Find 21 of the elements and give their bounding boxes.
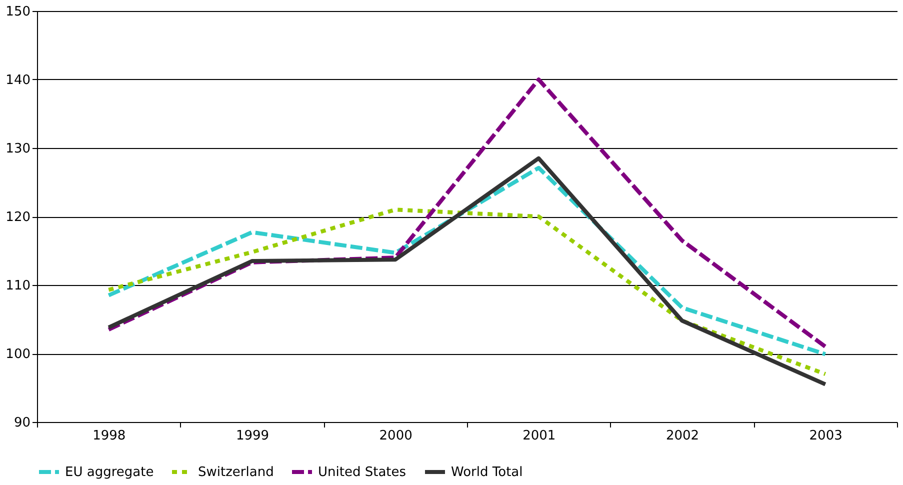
x-tick-label: 2002 <box>666 428 700 444</box>
legend-label: World Total <box>451 465 523 480</box>
legend-label: EU aggregate <box>65 465 154 480</box>
legend-label: United States <box>318 465 406 480</box>
x-tick-label: 2003 <box>809 428 842 444</box>
line-series <box>106 78 828 349</box>
y-tick-label: 90 <box>14 416 30 430</box>
x-tick-label: 1998 <box>92 428 126 444</box>
line-series <box>106 166 828 356</box>
x-tick-label: 2001 <box>522 428 556 444</box>
x-tick-label: 2000 <box>379 428 412 444</box>
y-tick-label: 140 <box>6 73 30 88</box>
y-tick-label: 100 <box>6 347 30 362</box>
line-series <box>106 208 828 376</box>
y-tick-label: 150 <box>6 4 30 20</box>
y-tick-label: 110 <box>6 278 30 294</box>
x-tick-label: 1999 <box>236 428 270 444</box>
line-series <box>106 156 828 386</box>
y-tick-label: 130 <box>6 142 30 156</box>
legend-label: Switzerland <box>198 465 274 480</box>
y-tick-label: 120 <box>6 210 30 225</box>
